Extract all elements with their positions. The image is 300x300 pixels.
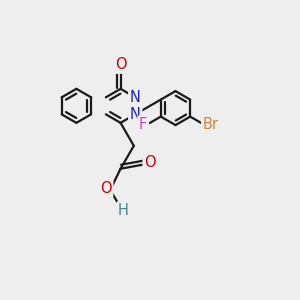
Text: O: O xyxy=(115,57,126,72)
Text: F: F xyxy=(139,117,147,132)
Text: N: N xyxy=(130,107,141,122)
Text: N: N xyxy=(130,90,141,105)
Text: H: H xyxy=(118,203,129,218)
Text: O: O xyxy=(100,181,112,196)
Text: O: O xyxy=(144,155,156,170)
Text: Br: Br xyxy=(203,117,219,132)
